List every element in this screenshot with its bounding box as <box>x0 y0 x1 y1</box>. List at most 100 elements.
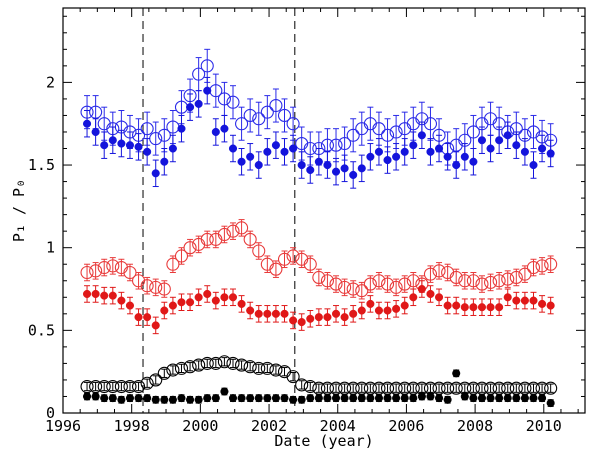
data-point <box>469 157 478 166</box>
data-point <box>323 160 332 170</box>
data-point <box>203 289 212 299</box>
data-point <box>134 313 143 322</box>
data-point <box>243 360 257 374</box>
data-point <box>174 361 189 375</box>
data-point <box>228 293 238 302</box>
data-point <box>466 274 480 288</box>
data-point <box>220 387 229 396</box>
data-point <box>297 318 306 327</box>
data-point <box>346 282 360 296</box>
data-point <box>100 291 109 300</box>
data-point <box>355 284 369 298</box>
data-point <box>443 301 452 310</box>
data-point <box>546 301 555 310</box>
data-point <box>177 124 186 133</box>
data-point <box>295 378 309 392</box>
data-point <box>546 149 555 158</box>
data-point <box>203 86 212 95</box>
data-point <box>458 274 472 288</box>
data-point <box>243 108 257 122</box>
data-point <box>114 380 128 394</box>
data-point <box>486 394 495 403</box>
data-point <box>186 298 195 307</box>
data-point <box>538 299 547 308</box>
y-tick-label: 0.5 <box>28 321 55 339</box>
series-2 <box>80 219 558 300</box>
y-tick-label: 1 <box>46 239 55 257</box>
data-point <box>280 394 289 403</box>
data-point <box>289 316 298 325</box>
data-point <box>434 144 444 153</box>
data-point <box>526 260 541 275</box>
data-point <box>132 380 146 394</box>
data-point <box>80 265 94 280</box>
data-point <box>417 392 426 401</box>
data-point <box>495 303 504 312</box>
data-point <box>460 303 469 312</box>
data-point <box>503 131 512 140</box>
data-point <box>538 394 547 403</box>
y-tick-label: 0 <box>46 404 55 422</box>
data-point <box>89 105 103 119</box>
data-point <box>392 152 401 161</box>
data-point <box>363 277 377 291</box>
data-point <box>475 277 489 291</box>
data-point <box>286 249 300 263</box>
y-axis-label: P₁ / P₀ <box>10 179 28 242</box>
data-point <box>254 309 263 318</box>
data-point <box>269 363 283 377</box>
data-point <box>306 394 315 403</box>
data-point <box>149 373 163 387</box>
data-point <box>263 309 272 318</box>
data-point <box>366 394 375 403</box>
data-point <box>383 156 392 165</box>
data-point <box>512 296 521 305</box>
data-point <box>269 98 283 113</box>
data-point <box>97 260 111 275</box>
data-point <box>426 289 435 299</box>
data-point <box>486 303 495 312</box>
data-point <box>409 141 418 150</box>
data-point <box>194 293 203 302</box>
data-point <box>117 139 126 148</box>
data-point <box>194 395 203 404</box>
data-point <box>314 394 323 403</box>
data-point <box>82 392 92 401</box>
data-point <box>529 160 538 170</box>
data-point <box>383 394 392 403</box>
data-point <box>151 395 160 404</box>
data-point <box>252 244 266 258</box>
data-point <box>177 394 186 403</box>
data-point <box>297 160 306 170</box>
data-point <box>357 306 366 315</box>
data-point <box>91 289 100 299</box>
data-point <box>271 394 280 403</box>
data-point <box>303 257 317 271</box>
data-point <box>271 309 280 318</box>
data-point <box>535 259 549 273</box>
data-point <box>477 303 487 312</box>
data-point <box>374 394 383 403</box>
x-tick-label: 2008 <box>457 417 493 435</box>
data-point <box>211 394 220 403</box>
data-point <box>512 141 521 150</box>
data-point <box>157 366 171 380</box>
x-tick-label: 2006 <box>388 417 424 435</box>
data-point <box>340 394 349 403</box>
data-point <box>417 131 426 140</box>
data-point <box>503 394 512 403</box>
data-point <box>392 304 401 313</box>
data-point <box>192 67 206 81</box>
data-point <box>143 394 152 403</box>
data-point <box>108 394 117 403</box>
data-point <box>160 157 169 166</box>
data-point <box>366 299 375 308</box>
data-point <box>380 277 395 291</box>
data-point <box>220 124 229 133</box>
data-point <box>237 157 246 166</box>
data-point <box>477 136 487 145</box>
data-point <box>200 356 214 370</box>
data-point <box>186 103 195 112</box>
data-point <box>243 232 257 246</box>
data-point <box>338 280 352 294</box>
